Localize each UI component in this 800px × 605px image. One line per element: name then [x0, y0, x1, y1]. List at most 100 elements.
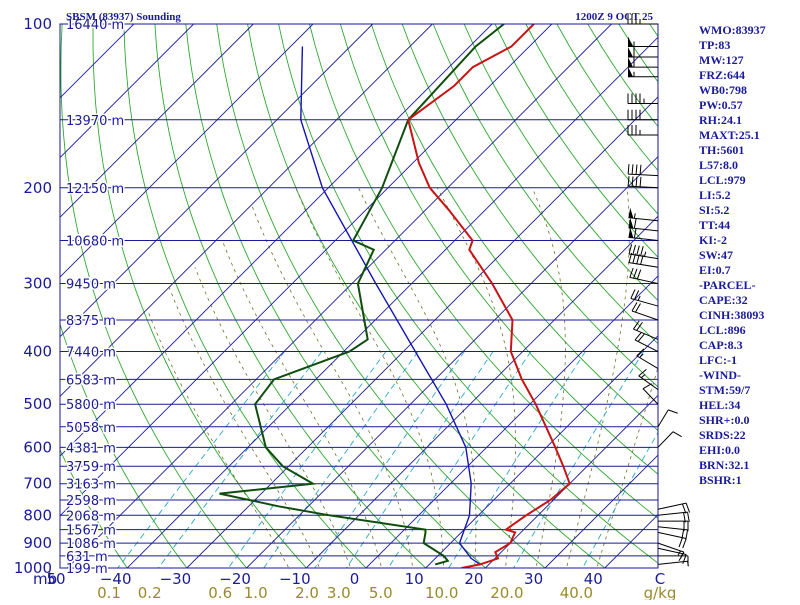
height-label: 4381 m	[66, 441, 116, 456]
wind-barb-half-flag	[641, 374, 645, 377]
stability-index-item: SI:5.2	[699, 203, 729, 217]
wind-barb	[658, 532, 686, 548]
wind-barb-flag	[686, 503, 689, 512]
wind-barb-flag	[636, 165, 637, 175]
height-label: 10680 m	[66, 235, 124, 250]
temperature-tick-label: 10	[405, 570, 424, 588]
height-label: 7440 m	[66, 346, 116, 361]
moist-adiabat-line	[147, 310, 294, 580]
pressure-tick-label: 900	[23, 534, 52, 552]
stability-index-item: STM:59/7	[699, 383, 750, 397]
height-label: 5058 m	[66, 421, 116, 436]
wind-barb-half-flag	[638, 296, 640, 301]
wind-barb-pennant	[628, 47, 633, 57]
wind-barb	[628, 176, 658, 188]
stability-index-item: HEL:34	[699, 398, 740, 412]
dry-adiabat-line	[217, 24, 559, 580]
wind-barb-flag	[631, 289, 635, 298]
stability-index-item: -WIND-	[699, 368, 741, 382]
stability-index-item: LI:5.2	[699, 188, 731, 202]
dry-adiabat-line	[279, 24, 680, 580]
dry-adiabat-line	[310, 24, 741, 580]
wind-barb	[658, 503, 690, 513]
stability-index-item: L57:8.0	[699, 158, 738, 172]
wind-barb-flag	[633, 245, 636, 255]
mixing-ratio-label: 1.0	[244, 584, 268, 600]
mixing-ratio-label: 20.0	[490, 584, 523, 600]
stability-index-item: CAP:8.3	[699, 338, 743, 352]
temperature-tick-label: 30	[524, 570, 543, 588]
stability-index-item: TT:44	[699, 218, 730, 232]
stability-index-item: PW:0.57	[699, 98, 743, 112]
wind-barb	[643, 384, 658, 405]
dry-adiabat-line	[248, 24, 620, 580]
wind-barb-staff	[658, 503, 686, 509]
stability-index-item: CINH:38093	[699, 308, 764, 322]
wind-barb-half-flag	[644, 252, 645, 257]
moist-adiabat-line	[169, 288, 324, 580]
stability-index-item: KI:-2	[699, 233, 727, 247]
chart-valid-time: 1200Z 9 OCT 25	[575, 11, 653, 23]
mixing-ratio-line	[576, 352, 705, 580]
wind-barb-flag	[637, 246, 640, 256]
mixing-ratio-label: 0.1	[97, 584, 121, 600]
dry-adiabat-line	[557, 24, 800, 580]
pressure-tick-label: 800	[23, 506, 52, 524]
wind-barb-flag	[683, 539, 686, 548]
pressure-tick-label: 500	[23, 395, 52, 413]
wind-barb-pennant	[628, 67, 633, 77]
height-label: 9450 m	[66, 278, 116, 293]
stability-index-item: CAPE:32	[699, 293, 748, 307]
mixing-ratio-line	[150, 352, 322, 580]
temperature-tick-label: 0	[350, 570, 360, 588]
stability-index-item: BRN:32.1	[699, 458, 749, 472]
height-label: 2598 m	[66, 494, 116, 509]
isotherm-line	[127, 24, 671, 568]
wind-barb	[635, 332, 658, 351]
wind-barb-staff	[658, 432, 673, 448]
pressure-tick-label: 200	[23, 179, 52, 197]
stability-index-item: LFC:-1	[699, 353, 737, 367]
mixing-ratio-unit-label: g/kg	[644, 584, 677, 600]
dry-adiabat-line	[588, 24, 800, 580]
wind-barb	[658, 432, 682, 448]
stability-index-item: MW:127	[699, 53, 744, 67]
pressure-tick-label: 600	[23, 438, 52, 456]
wind-barb-flag	[632, 302, 637, 311]
wind-barb-pennant	[628, 218, 633, 228]
dry-adiabat-line	[155, 24, 438, 580]
wind-barb-flag	[634, 218, 636, 228]
wind-barb-flag	[630, 268, 633, 277]
stability-index-item: EHI:0.0	[699, 443, 740, 457]
isotherm-line	[68, 24, 612, 568]
isotherm-line	[0, 24, 432, 568]
wind-barb	[629, 244, 658, 258]
wind-barb-pennant	[628, 57, 633, 67]
temperature-line	[408, 24, 570, 568]
wind-barb-flag	[632, 164, 633, 174]
wind-barb	[658, 561, 688, 566]
stability-index-item: -PARCEL-	[699, 278, 755, 292]
stability-index-item: TH:5601	[699, 143, 744, 157]
mixing-ratio-label: 3.0	[327, 584, 351, 600]
wind-barb-flag	[628, 164, 629, 174]
dry-adiabat-line	[124, 24, 378, 580]
wind-barb-flag	[628, 176, 629, 186]
mixing-ratio-label: 10.0	[425, 584, 458, 600]
moist-adiabat-line	[359, 188, 476, 580]
height-label: 3759 m	[66, 460, 116, 475]
mixing-ratio-label: 2.0	[295, 584, 319, 600]
moist-adiabat-line	[563, 188, 629, 580]
wind-barb	[658, 543, 684, 561]
mixing-ratio-line	[507, 352, 644, 580]
mixing-ratio-label: 0.6	[208, 584, 232, 600]
temperature-tick-label: 20	[464, 570, 483, 588]
height-label: 6583 m	[66, 373, 116, 388]
wind-barb	[628, 218, 658, 231]
stability-index-item: RH:24.1	[699, 113, 742, 127]
stability-index-item: TP:83	[699, 38, 730, 52]
wind-barb-staff	[658, 410, 668, 427]
